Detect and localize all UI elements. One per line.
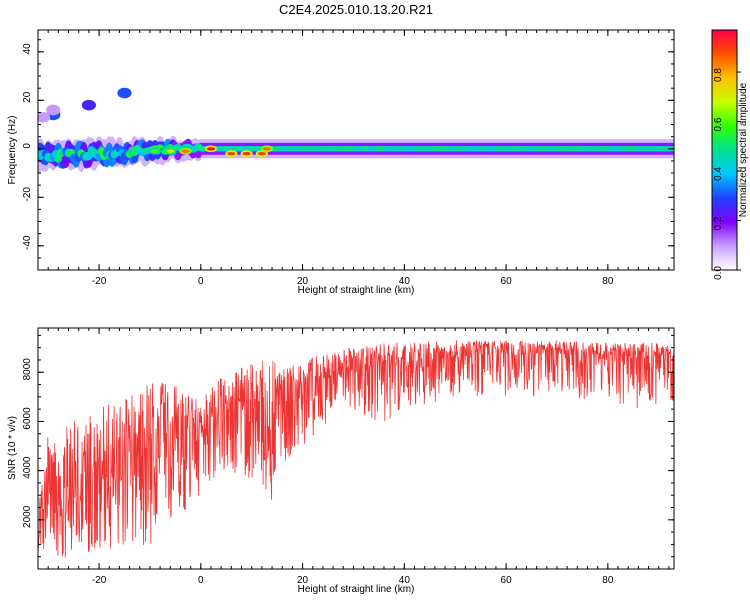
colorbar-tick-label: 0.6 [713,117,724,131]
colorbar-tick-label: 0.4 [713,167,724,181]
colorbar-tick-label: 0.0 [713,266,724,280]
spectrogram-marks [38,87,674,175]
colorbar-gradient [712,30,737,270]
spectrogram-hot-spot [257,151,266,156]
spectrogram-y-tick-label: -40 [22,235,33,250]
spectrogram-x-tick-label: 0 [198,276,204,287]
spectrogram-x-label: Height of straight line (km) [298,285,415,296]
spectrogram-x-tick-label: -20 [92,276,107,287]
spectrogram-outlier [81,99,97,111]
spectrogram-frame [37,29,675,271]
snr-x-tick-label: 60 [501,575,513,586]
snr-y-tick-label: 2000 [22,505,33,528]
spectrogram-hot-spot [181,149,190,153]
colorbar-label: Normalized spectral amplitude [738,82,749,217]
snr-panel: -20 0 20 40 60 80 2000 4000 6000 8000 Height of s… [7,327,675,595]
spectrogram-y-label: Frequency (Hz) [7,116,18,185]
spectrogram-hot-spot [262,147,272,151]
spectrogram-hot-spot [206,147,216,151]
spectrogram-panel: -20 0 20 40 60 80 -40 -20 0 20 40 Height of straig… [7,29,675,296]
spectrogram-outlier [46,104,61,116]
spectrogram-hot-spot [150,149,160,153]
snr-x-tick-label: 20 [297,575,309,586]
spectrogram-x-tick-label: 40 [399,276,411,287]
colorbar: 0.0 0.2 0.4 0.6 0.8 Normalized spectral ampl… [711,29,749,280]
snr-x-tick-label: 80 [602,575,614,586]
snr-x-tick-label: -20 [92,575,107,586]
snr-x-tick-label: 0 [198,575,204,586]
spectrogram-y-tick-label: 40 [22,43,33,55]
spectrogram-x-tick-label: 20 [297,276,309,287]
colorbar-tick-label: 0.2 [713,216,724,230]
spectrogram-x-tick-label: 80 [602,276,614,287]
snr-y-tick-label: 4000 [22,456,33,479]
spectrogram-hot-spot [242,151,251,156]
chart-title: C2E4.2025.010.13.20.R21 [279,2,433,17]
snr-y-tick-label: 8000 [22,358,33,381]
spectrogram-outlier [117,87,132,99]
spectrogram-y-tick-label: 0 [22,143,33,149]
spectrogram-y-tick-label: 20 [22,91,33,103]
colorbar-tick-label: 0.8 [713,68,724,82]
colorbar-frame [711,29,738,271]
spectrogram-outlier [38,111,51,123]
spectrogram-hot-spot [166,149,175,153]
snr-ticks: -20 0 20 40 60 80 2000 4000 6000 8000 [22,328,674,586]
spectrogram-ticks: -20 0 20 40 60 80 -40 -20 0 20 40 [22,30,674,287]
snr-series-line [38,340,674,558]
snr-y-label: SNR (10 * v/v) [7,416,18,480]
spectrogram-x-tick-label: 60 [501,276,513,287]
colorbar-ticks: 0.0 0.2 0.4 0.6 0.8 [713,68,741,280]
snr-frame [37,327,675,570]
snr-marks [38,340,674,558]
snr-x-tick-label: 40 [399,575,411,586]
snr-y-tick-label: 6000 [22,407,33,430]
spectrogram-y-tick-label: -20 [22,187,33,202]
spectrogram-hot-spot [227,151,236,156]
snr-x-label: Height of straight line (km) [298,584,415,595]
